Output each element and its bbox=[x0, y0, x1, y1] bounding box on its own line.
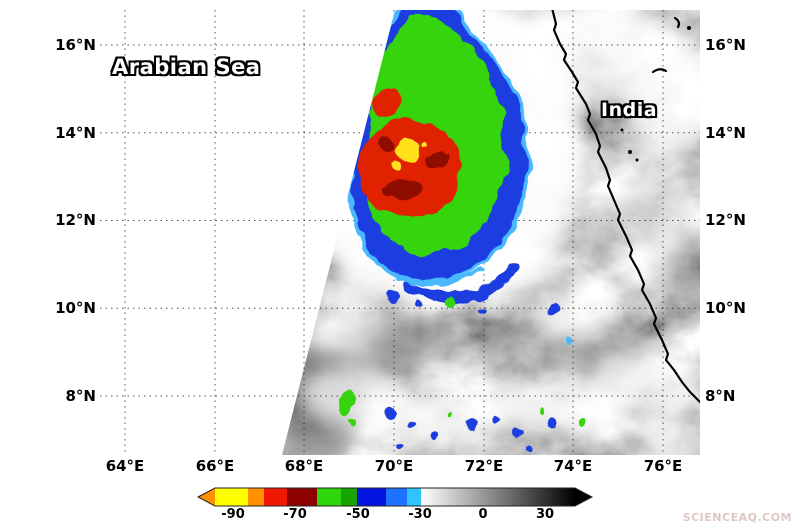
colorbar-segments bbox=[196, 487, 594, 507]
lon-label: 72°E bbox=[464, 457, 504, 475]
lat-label-right: 8°N bbox=[705, 387, 736, 405]
lon-label: 66°E bbox=[195, 457, 235, 475]
lat-label-left: 8°N bbox=[65, 387, 97, 405]
map-graphic bbox=[100, 10, 700, 455]
colorbar-right-arrow bbox=[575, 488, 592, 506]
lat-label-left: 14°N bbox=[55, 124, 96, 142]
lat-label-right: 10°N bbox=[705, 299, 746, 317]
india-coastline bbox=[551, 10, 700, 404]
colorbar-tick: -30 bbox=[408, 507, 432, 522]
lat-label-right: 16°N bbox=[705, 36, 746, 54]
lat-label-left: 10°N bbox=[55, 299, 96, 317]
lat-label-right: 14°N bbox=[705, 124, 746, 142]
colorbar-tick: 0 bbox=[478, 507, 488, 522]
colorbar-tick: -70 bbox=[283, 507, 307, 522]
colorbar-tick: -50 bbox=[346, 507, 370, 522]
lat-label-left: 12°N bbox=[55, 211, 96, 229]
grid-lines bbox=[100, 10, 700, 455]
india-label: India bbox=[601, 99, 658, 121]
colorbar-tick: 30 bbox=[535, 507, 555, 522]
cold-specks bbox=[338, 291, 582, 451]
lat-label-left: 16°N bbox=[55, 36, 96, 54]
lon-label: 70°E bbox=[374, 457, 414, 475]
lon-label: 76°E bbox=[643, 457, 683, 475]
lon-label: 68°E bbox=[284, 457, 324, 475]
lon-label: 74°E bbox=[553, 457, 593, 475]
storm-overlay bbox=[338, 10, 582, 451]
lon-label: 64°E bbox=[105, 457, 145, 475]
watermark: SCIENCEAQ.COM bbox=[682, 511, 792, 524]
colorbar bbox=[196, 487, 594, 507]
arabian-sea-label: Arabian Sea bbox=[112, 55, 261, 79]
colorbar-left-arrow bbox=[198, 488, 215, 506]
colorbar-tick: -90 bbox=[221, 507, 245, 522]
lat-label-right: 12°N bbox=[705, 211, 746, 229]
